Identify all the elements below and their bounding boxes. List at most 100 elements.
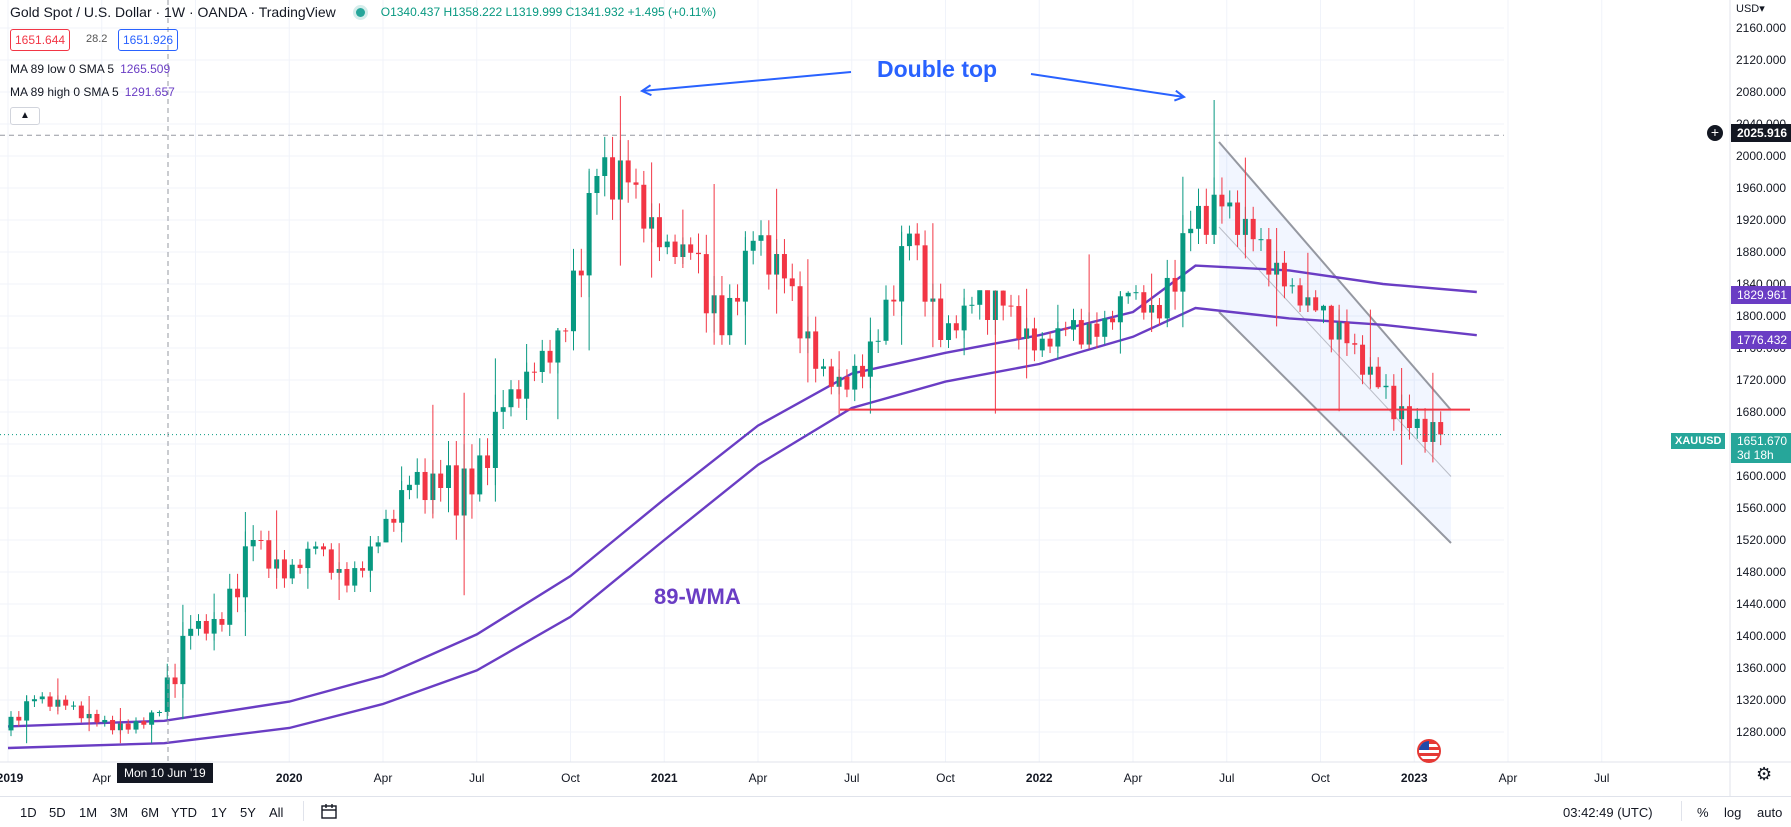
candle-body <box>1000 290 1006 306</box>
indicator-value: 1265.509 <box>120 62 171 76</box>
candle-body <box>688 244 694 253</box>
ma-low-line <box>7 306 1477 750</box>
time-tick: Apr <box>1498 771 1518 785</box>
candle-body <box>789 278 795 287</box>
candle-body <box>1258 239 1264 241</box>
candle-body <box>321 546 326 550</box>
price-tick: 1960.000 <box>1736 181 1787 195</box>
range-5d-button[interactable]: 5D <box>49 805 66 820</box>
candle-body <box>938 298 944 340</box>
percent-toggle[interactable]: % <box>1697 805 1709 820</box>
wma-annotation[interactable]: 89-WMA <box>654 584 741 609</box>
gear-icon[interactable]: ⚙ <box>1756 764 1773 784</box>
double-top-annotation[interactable]: Double top <box>877 56 998 82</box>
candle-body <box>1094 323 1100 337</box>
range-1m-button[interactable]: 1M <box>79 805 98 820</box>
candle-body <box>1039 338 1045 351</box>
price-tick: 2080.000 <box>1736 85 1787 99</box>
range-3m-button[interactable]: 3M <box>110 805 129 820</box>
price-tick: 1320.000 <box>1736 693 1787 707</box>
candle-body <box>852 365 858 390</box>
chevron-up-icon[interactable]: ▲ <box>10 107 40 125</box>
candle-body <box>94 713 100 723</box>
utc-clock[interactable]: 03:42:49 (UTC) <box>1563 805 1653 820</box>
candle-body <box>47 696 53 707</box>
candle-body <box>696 252 701 255</box>
price-tick: 1480.000 <box>1736 565 1787 579</box>
candle-body <box>375 542 381 547</box>
time-tick: Apr <box>748 771 768 785</box>
candle-body <box>391 518 397 523</box>
candle-body <box>633 182 639 185</box>
candle-body <box>1188 228 1194 234</box>
candle-body <box>1375 366 1381 388</box>
spread-value: 28.2 <box>86 33 108 45</box>
crosshair-date-label: Mon 10 Jun '19 <box>117 763 213 783</box>
candle-body <box>31 699 37 702</box>
indicator-ma-high[interactable]: MA 89 high 0 SMA 5 1291.657 <box>10 85 175 99</box>
candle-body <box>63 699 69 706</box>
candle-body <box>1196 205 1201 229</box>
candle-body <box>1281 262 1287 287</box>
candle-body <box>281 559 287 579</box>
range-6m-button[interactable]: 6M <box>141 805 160 820</box>
time-tick: Oct <box>936 771 955 785</box>
us-flag-icon[interactable] <box>1417 739 1441 763</box>
ohlc-readout: O1340.437 H1358.222 L1319.999 C1341.932 … <box>380 5 717 19</box>
range-all-button[interactable]: All <box>269 805 284 820</box>
candle-body <box>1047 338 1053 347</box>
candle-body <box>547 350 553 363</box>
price-tick: 1400.000 <box>1736 629 1787 643</box>
sell-button[interactable]: 1651.644 <box>10 29 71 51</box>
candle-body <box>602 157 608 176</box>
price-tick: 1440.000 <box>1736 597 1787 611</box>
add-alert-icon[interactable]: + <box>1707 125 1723 141</box>
range-1d-button[interactable]: 1D <box>20 805 37 820</box>
candle-body <box>828 366 834 387</box>
currency-selector[interactable]: USD▾ <box>1736 3 1765 15</box>
candle-body <box>1031 328 1037 351</box>
candle-body <box>641 184 647 229</box>
time-tick: Oct <box>1311 771 1330 785</box>
candle-body <box>625 160 631 183</box>
candle-body <box>906 233 912 247</box>
time-tick: Apr <box>1123 771 1143 785</box>
candle-body <box>821 366 826 369</box>
candle-body <box>883 299 889 341</box>
candle-body <box>1110 318 1116 323</box>
auto-toggle[interactable]: auto <box>1757 805 1783 820</box>
time-tick: 2020 <box>275 771 303 785</box>
buy-button[interactable]: 1651.926 <box>118 29 179 51</box>
indicator-ma-low[interactable]: MA 89 low 0 SMA 5 1265.509 <box>10 62 170 76</box>
candle-body <box>750 240 756 251</box>
price-chart[interactable] <box>0 0 1791 796</box>
candle-body <box>797 286 803 339</box>
candle-body <box>1172 277 1178 292</box>
symbol-tag: XAUUSD <box>1671 433 1726 449</box>
candle-body <box>1063 328 1069 330</box>
bar-countdown: 3d 18h <box>1737 448 1774 462</box>
symbol-title[interactable]: Gold Spot / U.S. Dollar · 1W · OANDA · T… <box>10 4 336 20</box>
last-price: 1651.670 <box>1737 434 1788 448</box>
calendar-range-icon[interactable] <box>320 803 338 821</box>
price-tick: 2160.000 <box>1736 21 1787 35</box>
candle-body <box>539 350 545 372</box>
candle-body <box>360 568 366 571</box>
candle-body <box>531 371 537 373</box>
candle-body <box>102 719 108 723</box>
log-toggle[interactable]: log <box>1724 805 1742 820</box>
candle-body <box>719 295 725 336</box>
range-1y-button[interactable]: 1Y <box>211 805 227 820</box>
candle-body <box>953 323 959 331</box>
candle-body <box>71 705 76 707</box>
indicator-value: 1291.657 <box>124 85 175 99</box>
candle-body <box>578 270 584 276</box>
candle-body <box>1203 205 1209 235</box>
candle-body <box>508 389 514 408</box>
ma-high-line <box>7 264 1477 728</box>
range-5y-button[interactable]: 5Y <box>240 805 256 820</box>
candle-body <box>352 568 358 586</box>
double-top-arrow-right <box>1030 73 1184 97</box>
range-ytd-button[interactable]: YTD <box>171 805 197 820</box>
candle-body <box>383 518 389 543</box>
